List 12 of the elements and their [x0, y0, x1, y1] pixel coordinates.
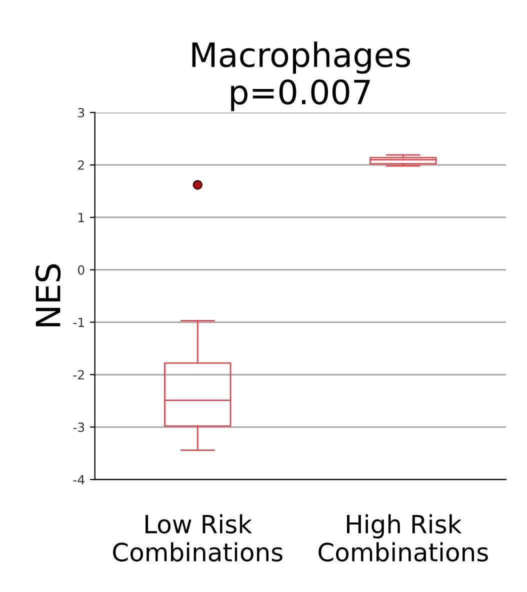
y-tick-label: -3	[73, 422, 84, 432]
y-tick-label: 1	[78, 212, 84, 222]
y-tick-label: 2	[78, 160, 84, 170]
y-tick-label: -4	[73, 475, 84, 484]
y-tick-label: -2	[73, 370, 84, 380]
y-tick-label: -1	[73, 318, 84, 327]
x-tick-label: Low Risk Combinations	[113, 514, 282, 562]
y-tick-label: 3	[78, 108, 84, 118]
y-axis-title: NES	[35, 264, 61, 326]
chart-title: Macrophages p=0.007	[192, 41, 410, 112]
y-tick-label: 0	[78, 265, 84, 275]
x-tick-label: High Risk Combinations	[318, 514, 488, 562]
